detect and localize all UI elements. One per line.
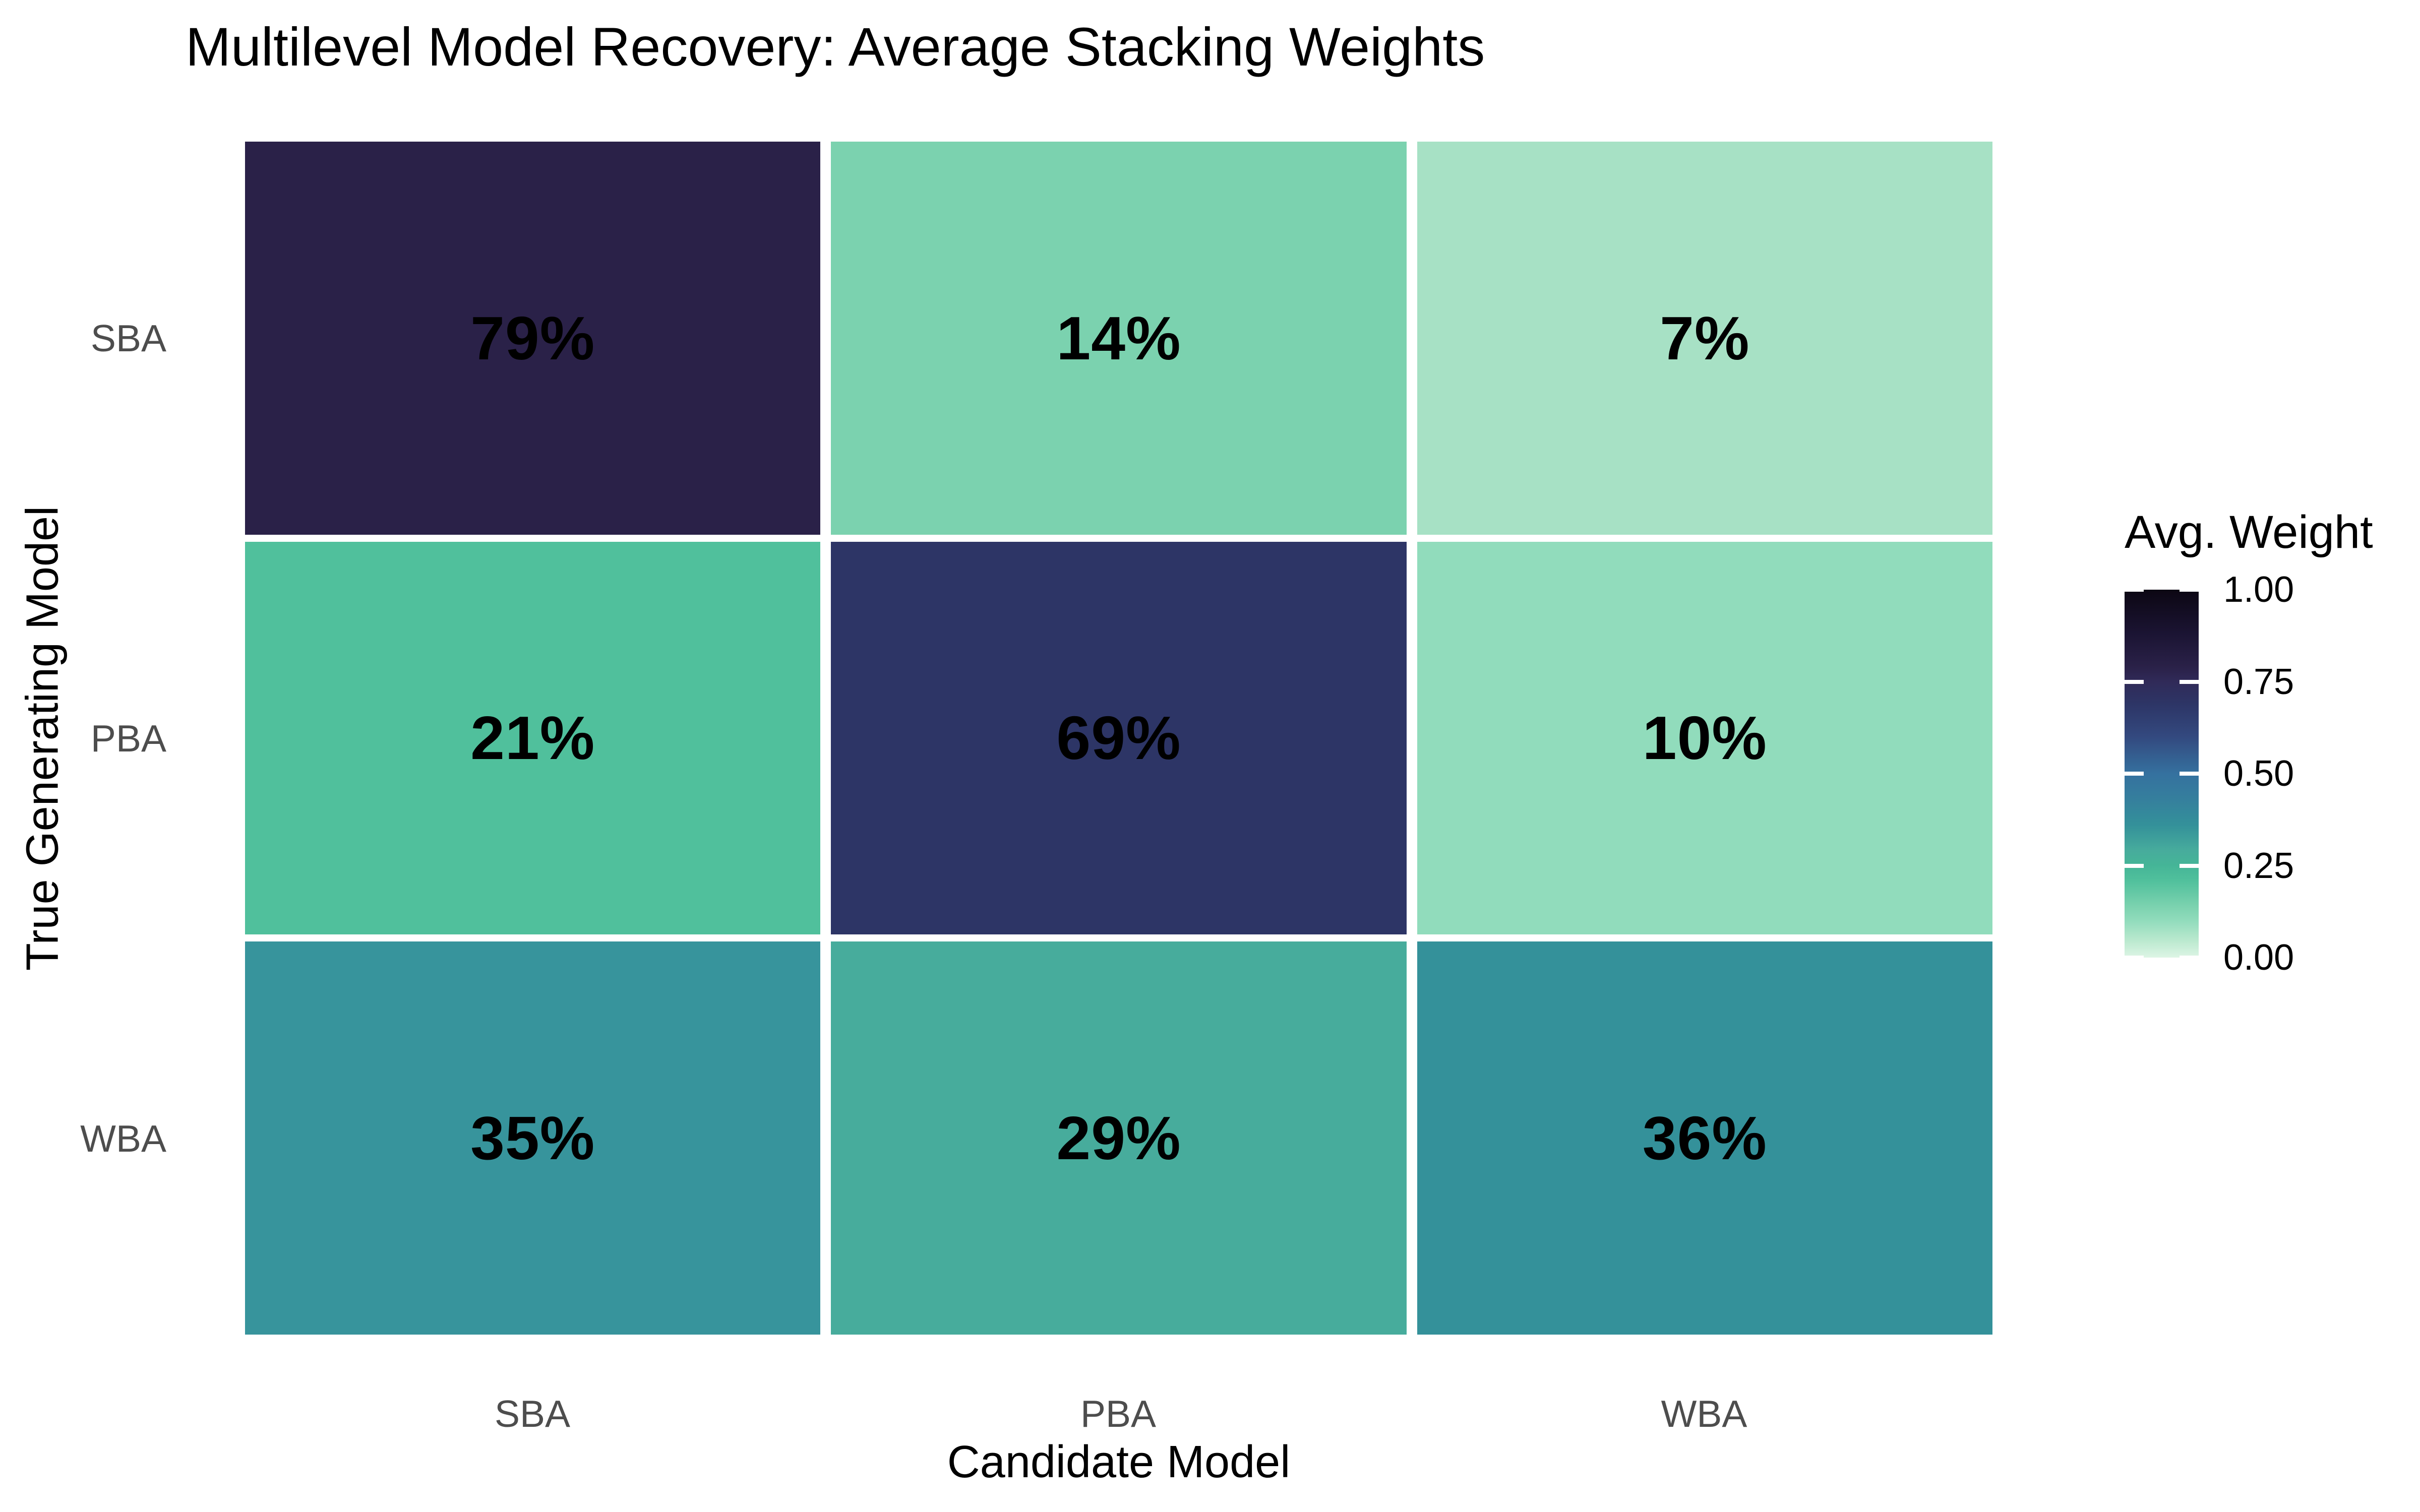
legend-tick-mark <box>2180 772 2199 776</box>
legend-tick-mark <box>2180 956 2199 958</box>
plot-title: Multilevel Model Recovery: Average Stack… <box>186 16 1485 77</box>
cell-value-label: 10% <box>1642 704 1767 773</box>
cell-value-label: 7% <box>1660 303 1750 372</box>
legend-tick-label: 0.75 <box>2223 662 2294 702</box>
legend-tick-mark <box>2125 590 2144 592</box>
x-tick-label-sba: SBA <box>494 1393 571 1435</box>
legend-colorbar <box>2125 590 2199 958</box>
heatmap-cell: 21% <box>245 541 821 935</box>
legend-tick-mark <box>2125 956 2144 958</box>
legend-tick-mark <box>2180 864 2199 868</box>
heatmap-cell: 14% <box>831 142 1407 535</box>
heatmap-cell: 29% <box>831 941 1407 1335</box>
legend-tick-mark <box>2125 680 2144 684</box>
legend-tick-mark <box>2125 864 2144 868</box>
legend-tick-label: 0.25 <box>2223 846 2294 886</box>
cell-value-label: 79% <box>470 303 595 372</box>
y-tick-label-sba: SBA <box>90 317 166 359</box>
legend-tick-mark <box>2180 590 2199 592</box>
legend-tick-label: 0.00 <box>2223 937 2294 978</box>
heatmap-cell: 7% <box>1417 142 1992 535</box>
x-axis-title: Candidate Model <box>947 1437 1291 1487</box>
heatmap-panel: 79% 14% 7% 21% 69% 10% 35% 29% 36% <box>245 142 1992 1335</box>
y-tick-label-pba: PBA <box>90 717 166 760</box>
cell-value-label: 14% <box>1056 303 1181 372</box>
legend-title: Avg. Weight <box>2125 507 2373 558</box>
heatmap-cell: 69% <box>831 541 1407 935</box>
legend-tick-label: 0.50 <box>2223 753 2294 794</box>
legend-tick-label: 1.00 <box>2223 570 2294 610</box>
x-tick-label-pba: PBA <box>1080 1393 1157 1435</box>
legend-tick-mark <box>2180 680 2199 684</box>
heatmap-cell: 36% <box>1417 941 1992 1335</box>
y-tick-label-wba: WBA <box>80 1117 166 1160</box>
heatmap-cell: 79% <box>245 142 821 535</box>
cell-value-label: 36% <box>1642 1104 1767 1173</box>
cell-value-label: 21% <box>470 704 595 773</box>
heatmap-cell: 35% <box>245 941 821 1335</box>
cell-value-label: 29% <box>1056 1104 1181 1173</box>
x-tick-label-wba: WBA <box>1661 1393 1747 1435</box>
cell-value-label: 69% <box>1056 704 1181 773</box>
heatmap-cell: 10% <box>1417 541 1992 935</box>
legend-tick-mark <box>2125 772 2144 776</box>
cell-value-label: 35% <box>470 1104 595 1173</box>
